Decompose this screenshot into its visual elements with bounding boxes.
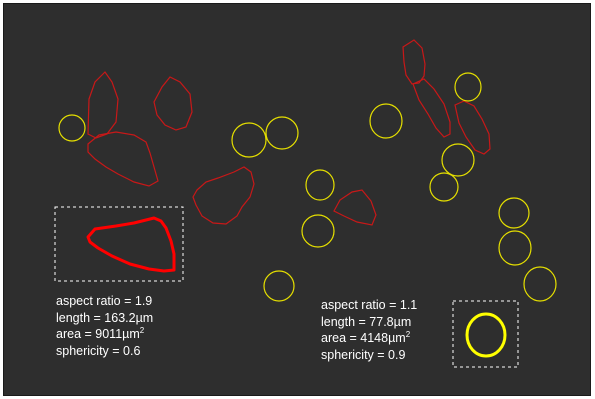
- length-label: length = 163.2µm: [56, 310, 154, 325]
- aspect-ratio-label: aspect ratio = 1.9: [56, 294, 153, 308]
- round-particle-outline: [305, 169, 335, 201]
- elongated-particle-outline: [192, 166, 255, 225]
- elongated-particle-outline: [87, 131, 159, 187]
- round-particle-outline: [301, 214, 335, 248]
- stats-round: aspect ratio = 1.1 length = 77.8µm area …: [321, 297, 417, 363]
- elongated-particle-outline: [412, 78, 451, 138]
- round-particle-outline: [523, 266, 557, 302]
- round-particle-outline: [498, 230, 532, 266]
- round-particles: [58, 72, 557, 302]
- image-frame: aspect ratio = 1.9 length = 163.2µm area…: [3, 3, 591, 396]
- elongated-particles: [87, 39, 491, 226]
- aspect-ratio-label: aspect ratio = 1.1: [321, 298, 418, 312]
- elongated-particle-outline: [153, 76, 193, 131]
- round-particle-outline: [441, 143, 475, 177]
- particle-canvas: [54, 39, 557, 368]
- highlight-particle-round: [465, 312, 507, 358]
- sphericity-label: sphericity = 0.9: [321, 347, 406, 362]
- round-particle-outline: [429, 172, 459, 202]
- round-particle-outline: [263, 270, 295, 302]
- area-value: area = 4148µm: [321, 331, 406, 345]
- round-particle-outline: [231, 122, 267, 158]
- stats-elongated: aspect ratio = 1.9 length = 163.2µm area…: [56, 293, 153, 359]
- area-label: area = 9011µm2: [56, 326, 153, 343]
- elongated-particle-outline: [333, 189, 377, 226]
- round-particle-outline: [454, 72, 482, 102]
- area-value: area = 9011µm: [56, 327, 140, 341]
- round-particle-outline: [265, 116, 299, 150]
- elongated-particle-outline: [87, 71, 119, 139]
- area-exponent: 2: [139, 326, 145, 335]
- highlight-box-round: [452, 300, 519, 368]
- area-label: area = 4148µm2: [321, 330, 417, 347]
- area-exponent: 2: [405, 330, 411, 339]
- sphericity-label: sphericity = 0.6: [56, 343, 141, 358]
- elongated-particle-outline: [402, 39, 426, 85]
- round-particle-outline: [58, 114, 86, 142]
- round-particle-outline: [369, 103, 403, 139]
- highlight-particle-elongated: [86, 216, 176, 273]
- highlight-box-elongated: [54, 206, 184, 282]
- length-label: length = 77.8µm: [321, 314, 412, 329]
- round-particle-outline: [498, 197, 530, 229]
- elongated-particle-outline: [454, 100, 491, 155]
